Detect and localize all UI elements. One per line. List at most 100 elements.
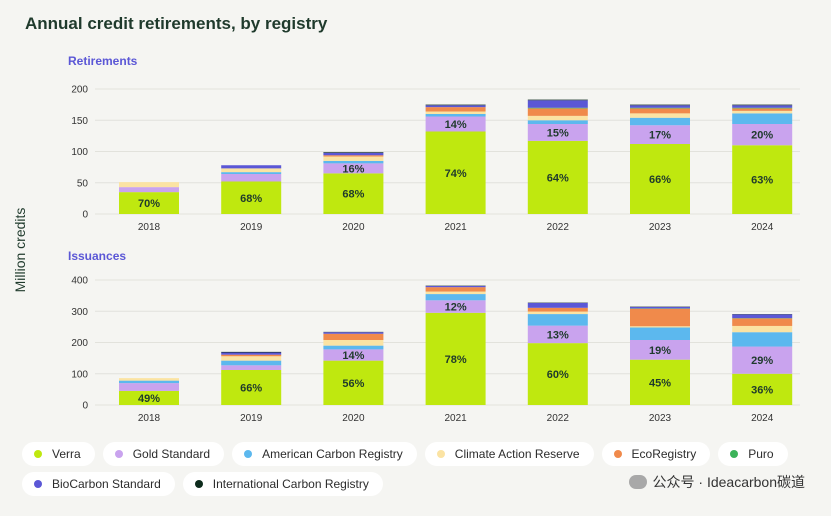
issuances-bar-2021-climate-action-reserve: [425, 291, 486, 295]
retirements-bar-2023-ecoregistry: [630, 108, 690, 114]
issuances-x-tick-label: 2019: [240, 413, 263, 424]
issuances-y-tick-label: 400: [71, 276, 88, 287]
issuances-y-tick-label: 0: [82, 401, 88, 412]
issuances-bar-2022-gold-standard: [527, 325, 588, 344]
retirements-data-label-2019-verra: 68%: [240, 193, 262, 205]
retirements-data-label-2020-verra: 68%: [342, 189, 364, 201]
issuances-bar-2018-american-carbon-registry: [119, 380, 179, 384]
issuances-bar-2022-american-carbon-registry: [527, 314, 588, 326]
legend-label-international-carbon-registry: International Carbon Registry: [212, 477, 369, 491]
retirements-x-tick-label: 2023: [649, 222, 672, 233]
retirements-panel-title: Retirements: [68, 54, 138, 68]
retirements-data-label-2018-verra: 70%: [138, 198, 160, 210]
issuances-y-tick-label: 200: [71, 338, 88, 349]
verra-swatch-icon: [34, 450, 42, 458]
retirements-bar-2022-biocarbon-standard: [527, 100, 588, 108]
issuances-bar-2024-american-carbon-registry: [732, 332, 793, 347]
issuances-bar-2018-gold-standard: [119, 383, 179, 391]
retirements-data-label-2024-gold-standard: 20%: [751, 130, 773, 142]
issuances-y-tick-label: 300: [71, 307, 88, 318]
retirements-bar-2021-biocarbon-standard: [425, 105, 486, 108]
retirements-y-tick-label: 150: [71, 116, 88, 127]
legend-item-ecoregistry: EcoRegistry: [601, 442, 711, 466]
climate-action-reserve-swatch-icon: [436, 450, 445, 458]
retirements-bar-2019-american-carbon-registry: [221, 172, 282, 174]
legend-label-gold-standard: Gold Standard: [132, 447, 211, 461]
legend-label-climate-action-reserve: Climate Action Reserve: [454, 447, 580, 461]
retirements-bar-2020-international-carbon-registry: [323, 152, 384, 153]
watermark-text: 公众号 · Ideacarbon碳道: [652, 474, 806, 490]
puro-swatch-icon: [730, 450, 739, 458]
issuances-data-label-2020-verra: 56%: [342, 378, 364, 390]
issuances-bar-2024-gold-standard: [732, 346, 793, 374]
retirements-data-label-2021-verra: 74%: [445, 168, 467, 180]
issuances-x-tick-label: 2022: [547, 413, 570, 424]
charts-canvas: 0 50 100 150 200 2018 2019 2020 2021 2022 2023 2024…: [71, 85, 800, 424]
issuances-bar-2023-verra: [630, 359, 690, 405]
retirements-bar-2023-verra: [630, 144, 690, 214]
issuances-bar-2022-verra: [527, 343, 588, 405]
retirements-bar-2024-climate-action-reserve: [732, 110, 793, 114]
retirements-x-tick-label: 2024: [751, 222, 774, 233]
legend-item-climate-action-reserve: Climate Action Reserve: [424, 442, 594, 466]
legend-item-biocarbon-standard: BioCarbon Standard: [22, 472, 175, 496]
retirements-bar-2021-american-carbon-registry: [425, 114, 486, 117]
issuances-bar-2023-gold-standard: [630, 340, 690, 360]
legend-label-puro: Puro: [748, 447, 774, 461]
issuances-bar-2020-biocarbon-standard: [323, 332, 384, 334]
legend-item-american-carbon-registry: American Carbon Registry: [232, 442, 417, 466]
biocarbon-standard-swatch-icon: [34, 480, 42, 488]
issuances-bar-2019-climate-action-reserve: [221, 356, 282, 361]
issuances-data-label-2021-verra: 78%: [445, 354, 467, 366]
retirements-bar-2024-verra: [732, 145, 793, 214]
retirements-data-label-2023-gold-standard: 17%: [649, 130, 671, 142]
issuances-bar-2023-ecoregistry: [630, 308, 690, 327]
issuances-bar-2024-ecoregistry: [732, 318, 793, 326]
issuances-bar-2022-biocarbon-standard: [527, 302, 588, 308]
retirements-x-tick-label: 2019: [240, 222, 263, 233]
retirements-bar-2022-american-carbon-registry: [527, 120, 588, 124]
issuances-bar-2020-ecoregistry: [323, 333, 384, 340]
retirements-bar-2022-puro: [527, 107, 588, 109]
retirements-bar-2023-international-carbon-registry: [630, 104, 690, 106]
legend-row-2: BioCarbon Standard International Carbon …: [22, 472, 812, 496]
gold-standard-swatch-icon: [114, 450, 123, 458]
retirements-bar-2024-biocarbon-standard: [732, 105, 793, 108]
retirements-bar-2023-gold-standard: [630, 125, 690, 144]
retirements-x-tick-label: 2018: [138, 222, 161, 233]
issuances-bar-2020-climate-action-reserve: [323, 340, 384, 346]
issuances-bar-2021-gold-standard: [425, 300, 486, 313]
issuances-y-tick-label: 100: [71, 369, 88, 380]
retirements-bar-2018-climate-action-reserve: [119, 182, 179, 188]
legend-item-verra: Verra: [22, 442, 95, 466]
retirements-bar-2023-biocarbon-standard: [630, 105, 690, 108]
retirements-bar-2022-verra: [527, 140, 588, 214]
issuances-bar-2020-american-carbon-registry: [323, 345, 384, 350]
issuances-x-tick-label: 2020: [342, 413, 365, 424]
issuances-bar-2021-biocarbon-standard: [425, 285, 486, 288]
retirements-bar-2022-gold-standard: [527, 124, 588, 141]
retirements-y-tick-label: 0: [82, 210, 88, 221]
retirements-bar-2024-international-carbon-registry: [732, 104, 793, 106]
issuances-bar-2024-verra: [732, 373, 793, 405]
issuances-data-label-2018-verra: 49%: [138, 393, 160, 405]
retirements-bar-2020-verra: [323, 173, 384, 214]
retirements-y-tick-label: 100: [71, 147, 88, 158]
retirements-bar-2018-gold-standard: [119, 187, 179, 193]
issuances-panel-title: Issuances: [68, 249, 127, 263]
american-carbon-registry-swatch-icon: [244, 450, 253, 458]
retirements-bar-2019-biocarbon-standard: [221, 165, 282, 169]
issuances-bar-2023-climate-action-reserve: [630, 326, 690, 328]
retirements-data-label-2023-verra: 66%: [649, 174, 671, 186]
issuances-bar-2021-verra: [425, 312, 486, 405]
retirements-bar-2022-international-carbon-registry: [527, 99, 588, 101]
retirements-bar-2021-international-carbon-registry: [425, 104, 486, 106]
issuances-bar-2021-ecoregistry: [425, 287, 486, 292]
issuances-bar-2019-ecoregistry: [221, 354, 282, 357]
retirements-bar-2020-biocarbon-standard: [323, 152, 384, 156]
issuances-bar-2020-gold-standard: [323, 349, 384, 361]
retirements-bar-2023-puro: [630, 107, 690, 109]
issuances-bar-2021-american-carbon-registry: [425, 294, 486, 301]
legend-item-gold-standard: Gold Standard: [102, 442, 225, 466]
retirements-bar-2020-climate-action-reserve: [323, 156, 384, 161]
